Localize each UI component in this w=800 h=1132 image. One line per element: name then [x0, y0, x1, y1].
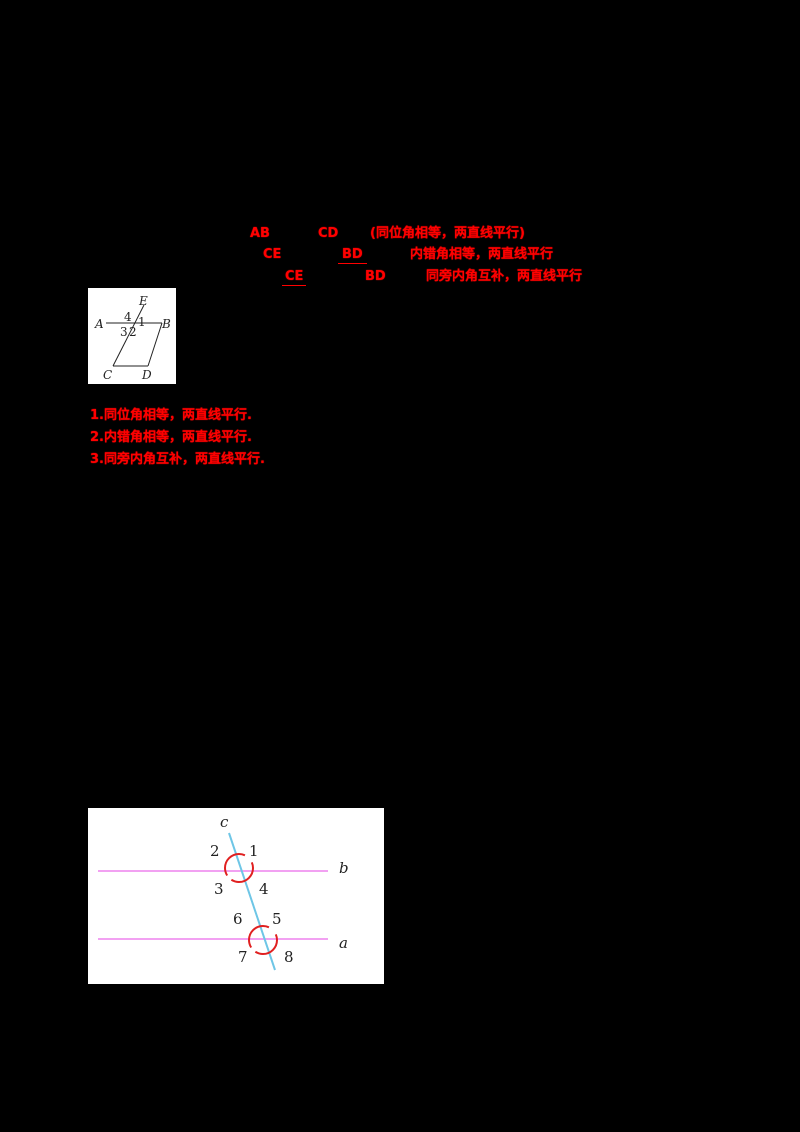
svg-text:1: 1	[138, 315, 146, 329]
svg-text:1: 1	[249, 842, 259, 860]
svg-text:6: 6	[233, 910, 243, 928]
answer-blank-ce-2: CE	[282, 269, 307, 286]
answer-reason-2: 内错角相等，两直线平行	[410, 247, 554, 262]
svg-text:C: C	[103, 368, 112, 382]
svg-text:3: 3	[120, 325, 128, 339]
answer-line-1: 1.同位角相等，两直线平行.	[90, 408, 252, 423]
svg-text:A: A	[94, 317, 104, 331]
answer-blank-ce: CE	[263, 247, 282, 262]
figure-parallel-lines: c b a 2 1 3 4 6 5 7 8	[88, 808, 384, 984]
svg-text:8: 8	[284, 948, 294, 966]
svg-text:4: 4	[259, 880, 269, 898]
answer-blank-bd-2: BD	[365, 269, 386, 284]
answer-blank-cd: CD	[318, 226, 339, 241]
answer-line-2: 2.内错角相等，两直线平行.	[90, 430, 252, 445]
parallel-lines-diagram-icon: c b a 2 1 3 4 6 5 7 8	[98, 813, 349, 971]
svg-text:B: B	[161, 317, 171, 331]
svg-text:2: 2	[129, 325, 137, 339]
svg-text:3: 3	[214, 880, 224, 898]
parallelogram-diagram-icon: E A B C D 4 1 3 2	[94, 294, 171, 382]
svg-text:2: 2	[210, 842, 220, 860]
answer-blank-bd: BD	[338, 247, 367, 264]
figure-parallelogram: E A B C D 4 1 3 2	[88, 288, 176, 384]
answer-reason-1: (同位角相等，两直线平行)	[370, 226, 525, 241]
svg-text:5: 5	[272, 910, 282, 928]
answer-blank-ab: AB	[250, 226, 270, 241]
svg-text:a: a	[339, 934, 348, 952]
svg-text:c: c	[220, 813, 229, 831]
svg-text:D: D	[141, 368, 152, 382]
svg-text:b: b	[339, 859, 349, 877]
answer-line-3: 3.同旁内角互补，两直线平行.	[90, 452, 265, 467]
answer-reason-3: 同旁内角互补，两直线平行	[426, 269, 583, 284]
svg-text:E: E	[138, 294, 148, 308]
svg-text:7: 7	[238, 948, 248, 966]
svg-text:4: 4	[124, 310, 132, 324]
